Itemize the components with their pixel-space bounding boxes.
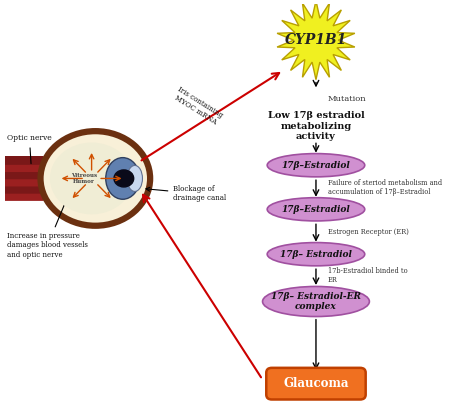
Text: Increase in pressure
damages blood vessels
and optic nerve: Increase in pressure damages blood vesse… xyxy=(7,156,88,258)
Ellipse shape xyxy=(267,198,365,221)
Text: 17b-Estradiol binded to
ER: 17b-Estradiol binded to ER xyxy=(328,267,407,284)
Text: 17β– Estradiol: 17β– Estradiol xyxy=(280,250,352,259)
Text: 17β– Estradiol-ER
complex: 17β– Estradiol-ER complex xyxy=(271,292,361,311)
Ellipse shape xyxy=(106,157,140,199)
FancyBboxPatch shape xyxy=(0,192,44,201)
FancyBboxPatch shape xyxy=(266,368,365,400)
Text: Estrogen Receptor (ER): Estrogen Receptor (ER) xyxy=(328,228,409,236)
FancyBboxPatch shape xyxy=(0,178,44,187)
FancyBboxPatch shape xyxy=(0,163,44,172)
Polygon shape xyxy=(277,1,355,80)
Ellipse shape xyxy=(127,165,143,191)
Circle shape xyxy=(40,131,150,226)
Text: Blockage of
drainage canal: Blockage of drainage canal xyxy=(146,185,227,202)
Ellipse shape xyxy=(267,154,365,177)
Text: Failure of steriod metabolism and
accumulation of 17β–Estradiol: Failure of steriod metabolism and accumu… xyxy=(328,179,442,196)
Text: CYP1B1: CYP1B1 xyxy=(285,33,347,47)
Ellipse shape xyxy=(267,243,365,266)
Text: Optic nerve: Optic nerve xyxy=(7,135,52,164)
Ellipse shape xyxy=(263,286,369,317)
Text: 17β–Estradiol: 17β–Estradiol xyxy=(282,205,350,214)
Text: Mutation: Mutation xyxy=(328,95,366,103)
Circle shape xyxy=(114,170,134,187)
Text: Iris containing
MYOC mRNA: Iris containing MYOC mRNA xyxy=(171,85,224,127)
Text: 17β–Estradiol: 17β–Estradiol xyxy=(282,161,350,170)
Text: Glaucoma: Glaucoma xyxy=(283,377,349,390)
FancyBboxPatch shape xyxy=(0,185,44,194)
FancyBboxPatch shape xyxy=(0,156,44,165)
Text: Low 17β estradiol
metabolizing
activity: Low 17β estradiol metabolizing activity xyxy=(268,111,365,141)
Text: Vitreous
Humor: Vitreous Humor xyxy=(71,173,97,184)
FancyBboxPatch shape xyxy=(0,171,44,179)
Circle shape xyxy=(50,142,133,214)
